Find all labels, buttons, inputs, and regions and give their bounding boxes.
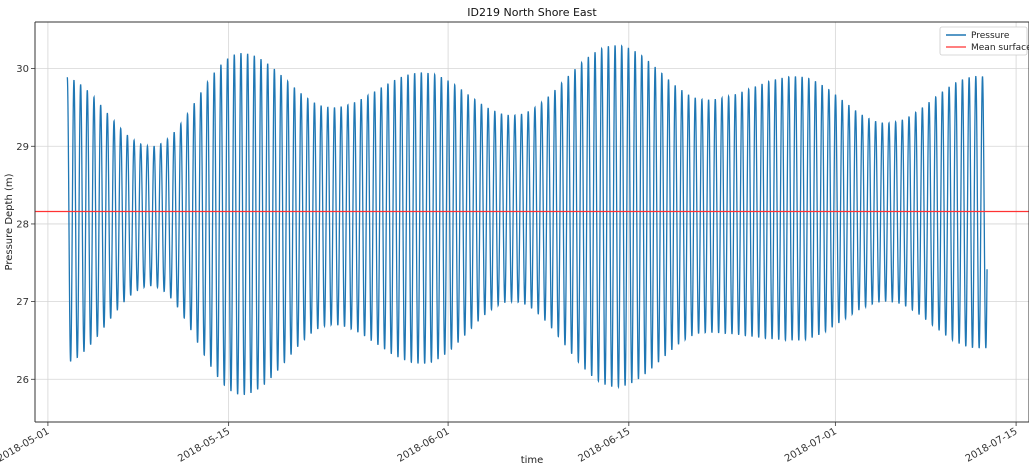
legend-label-pressure: Pressure [971,31,1010,41]
x-tick-label: 2018-06-15 [576,426,632,465]
y-axis: 26 27 28 29 30 [16,64,35,386]
plot-frame [34,21,1029,423]
y-tick-label: 30 [16,64,29,75]
y-tick-label: 26 [16,375,29,386]
x-tick-label: 2018-05-15 [176,426,232,465]
x-tick-label: 2018-05-01 [0,426,51,465]
x-tick-label: 2018-07-01 [783,426,839,465]
plot-area [35,22,1029,422]
y-axis-title: Pressure Depth (m) [4,173,15,270]
legend-box [939,26,1028,56]
y-tick-label: 29 [16,142,29,153]
x-tick-label: 2018-06-01 [396,426,452,465]
legend-label-mean-surface: Mean surface [971,43,1029,53]
x-axis-title: time [521,455,544,465]
legend: Pressure Mean surface [939,26,1029,56]
series-line-pressure [66,44,988,396]
x-axis: 2018-05-01 2018-05-15 2018-06-01 2018-06-15… [0,422,1020,465]
y-tick-label: 28 [16,219,29,230]
x-tick-label: 2018-07-15 [964,426,1020,465]
y-tick-label: 27 [16,297,29,308]
chart-title: ID219 North Shore East [467,6,597,19]
